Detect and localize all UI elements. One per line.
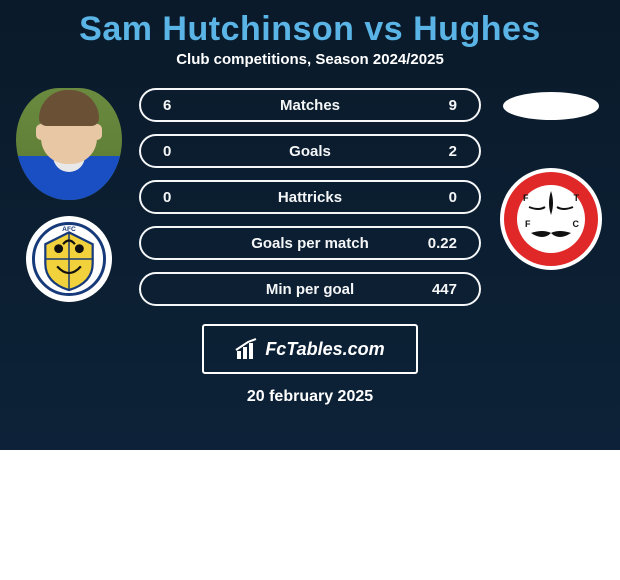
comparison-card: Sam Hutchinson vs Hughes Club competitio… — [0, 0, 620, 450]
stat-label: Goals — [213, 143, 407, 160]
stats-column: 6 Matches 9 0 Goals 2 0 Hattricks 0 Goal… — [139, 88, 481, 306]
stat-right-value: 9 — [407, 97, 457, 114]
stat-left-value: 0 — [163, 189, 213, 206]
stat-right-value: 0 — [407, 189, 457, 206]
ftc-ball-icon: F T F C — [517, 185, 585, 253]
left-team-badge: AFC — [26, 216, 112, 302]
stat-row-hattricks: 0 Hattricks 0 — [139, 180, 481, 214]
below-whitespace — [0, 450, 620, 580]
stat-row-min-per-goal: Min per goal 447 — [139, 272, 481, 306]
brand-badge: FcTables.com — [202, 324, 418, 374]
stat-label: Goals per match — [213, 235, 407, 252]
stat-label: Hattricks — [213, 189, 407, 206]
stat-left-value: 6 — [163, 97, 213, 114]
stat-label: Min per goal — [213, 281, 407, 298]
brand-text: FcTables.com — [265, 339, 384, 360]
stat-right-value: 0.22 — [407, 235, 457, 252]
afc-crest-icon: AFC — [32, 222, 106, 296]
right-player-photo-placeholder — [503, 92, 599, 120]
stat-label: Matches — [213, 97, 407, 114]
left-player-photo — [16, 88, 122, 200]
stat-row-goals: 0 Goals 2 — [139, 134, 481, 168]
left-player-column: AFC — [13, 86, 125, 302]
main-area: AFC 6 Matches 9 0 Goals 2 0 Hattricks 0 — [0, 86, 620, 306]
bar-chart-icon — [235, 337, 259, 361]
stat-right-value: 447 — [407, 281, 457, 298]
stat-right-value: 2 — [407, 143, 457, 160]
subtitle: Club competitions, Season 2024/2025 — [0, 51, 620, 68]
footer-date: 20 february 2025 — [0, 388, 620, 406]
stat-row-matches: 6 Matches 9 — [139, 88, 481, 122]
svg-text:AFC: AFC — [62, 226, 76, 233]
right-player-column: F T F C — [495, 86, 607, 270]
stat-row-goals-per-match: Goals per match 0.22 — [139, 226, 481, 260]
right-team-badge: F T F C — [500, 168, 602, 270]
stat-left-value: 0 — [163, 143, 213, 160]
page-title: Sam Hutchinson vs Hughes — [0, 10, 620, 49]
